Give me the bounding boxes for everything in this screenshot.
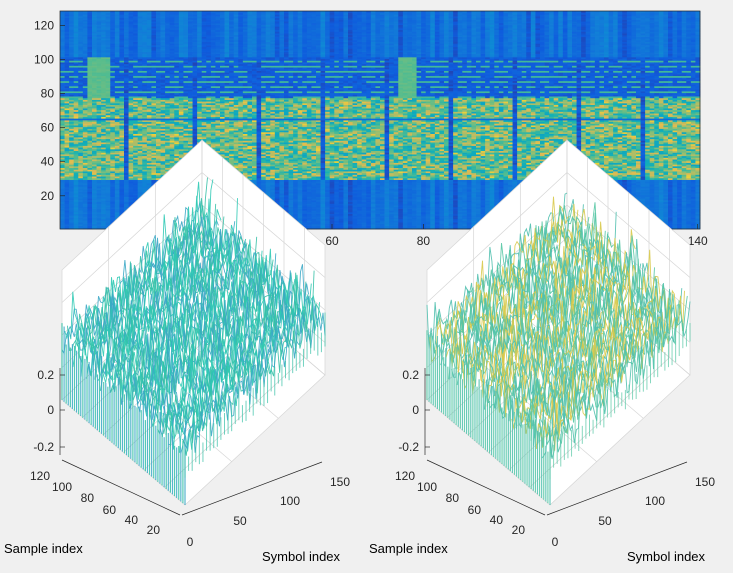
surface-row [146, 276, 288, 428]
surface-symbol-tick: 100 [280, 494, 300, 508]
surface-sample-tick: 40 [490, 513, 504, 527]
heatmap-y-tick: 60 [41, 121, 55, 135]
surface-sample-tick: 80 [81, 491, 95, 505]
surface-sample-tick: 80 [446, 491, 460, 505]
surface-mesh-right [426, 192, 691, 505]
surface-left-xlabel: Symbol index [262, 549, 341, 564]
surface-symbol-tick: 0 [187, 535, 194, 549]
surface-sample-tick: 20 [512, 523, 526, 537]
surface-row [473, 233, 614, 387]
surface-sample-tick: 120 [30, 469, 50, 483]
heatmap-y-tick: 120 [34, 18, 54, 32]
heatmap-x-tick: 60 [325, 234, 339, 248]
surface-row [432, 205, 573, 354]
surface-row [64, 181, 206, 345]
surface-right-xlabel: Symbol index [627, 549, 706, 564]
surface-row [91, 227, 233, 378]
surface-row [475, 211, 617, 392]
surface-sample-tick: 60 [103, 503, 117, 517]
surface-row [440, 215, 582, 366]
surface-row [151, 275, 293, 425]
surface-row [492, 251, 634, 409]
surface-z-tick: 0 [412, 403, 419, 417]
heatmap-frame [59, 10, 701, 230]
surface-z-tick: 0.2 [402, 368, 419, 382]
heatmap-y-tick: 80 [41, 87, 55, 101]
surface-mesh-left [61, 177, 326, 505]
surface-sample-tick: 60 [468, 503, 482, 517]
surface-symbol-tick: 50 [598, 514, 612, 528]
surface-z-tick: 0.2 [37, 368, 54, 382]
heatmap-cells [60, 11, 701, 230]
surface-row [429, 196, 570, 363]
surface-symbol-tick: 150 [695, 475, 715, 489]
heatmap-y-tick: 20 [41, 189, 55, 203]
surface-row [184, 305, 326, 453]
surface-sample-tick: 120 [395, 469, 415, 483]
heatmap-y-tick: 100 [34, 53, 54, 67]
surface-z-tick: -0.2 [33, 440, 54, 454]
surface-row [149, 264, 290, 419]
surface-symbol-tick: 0 [552, 535, 559, 549]
surface-left-ylabel: Sample index [4, 541, 83, 556]
surface-row [549, 301, 691, 460]
surface-right-ylabel: Sample index [369, 541, 448, 556]
heatmap-x-tick: 80 [417, 234, 431, 248]
surface-sample-tick: 100 [52, 480, 72, 494]
heatmap-x-tick: 140 [688, 234, 708, 248]
surface-sample-tick: 20 [147, 523, 161, 537]
surface-row [546, 295, 688, 458]
surface-z-tick: -0.2 [398, 440, 419, 454]
heatmap-axes: 2040608010012014020406080100120 [34, 10, 708, 248]
surface-symbol-tick: 150 [330, 475, 350, 489]
heatmap-y-tick: 40 [41, 155, 55, 169]
surface-row [459, 231, 601, 376]
surface-sample-tick: 40 [125, 513, 139, 527]
surface-row [181, 301, 323, 456]
surface-sample-tick: 100 [417, 480, 437, 494]
surface-symbol-tick: 50 [233, 514, 247, 528]
surface-z-tick: 0 [47, 403, 54, 417]
surface-symbol-tick: 100 [645, 494, 665, 508]
